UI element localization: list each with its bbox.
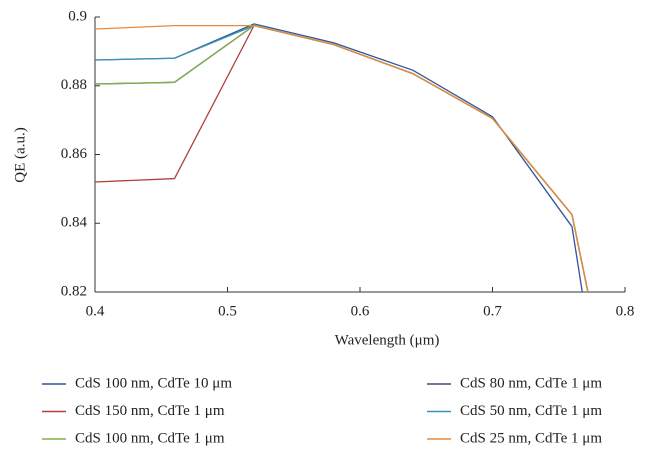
x-tick-label: 0.5 [218,303,237,319]
legend-label: CdS 25 nm, CdTe 1 μm [460,430,602,446]
x-tick-label: 0.7 [483,303,502,319]
series-line [95,24,589,292]
x-axis-label: Wavelength (μm) [335,332,440,348]
legend-label: CdS 50 nm, CdTe 1 μm [460,403,602,419]
legend-label: CdS 80 nm, CdTe 1 μm [460,375,602,391]
y-tick-label: 0.84 [61,215,88,231]
legend-label: CdS 100 nm, CdTe 10 μm [75,375,232,391]
x-tick-label: 0.8 [616,303,635,319]
y-tick-label: 0.9 [68,8,87,24]
y-tick-label: 0.82 [61,283,87,299]
x-tick-label: 0.4 [86,303,105,319]
legend-label: CdS 100 nm, CdTe 1 μm [75,430,225,446]
y-tick-label: 0.86 [61,146,88,162]
series-line [95,24,589,292]
series-line [95,24,589,292]
legend-label: CdS 150 nm, CdTe 1 μm [75,403,225,419]
x-tick-label: 0.6 [351,303,370,319]
series-line [95,24,589,292]
series-line [95,24,589,292]
plot-area [95,23,589,292]
y-tick-label: 0.88 [61,77,87,93]
y-axis-label: QE (a.u.) [12,127,28,182]
